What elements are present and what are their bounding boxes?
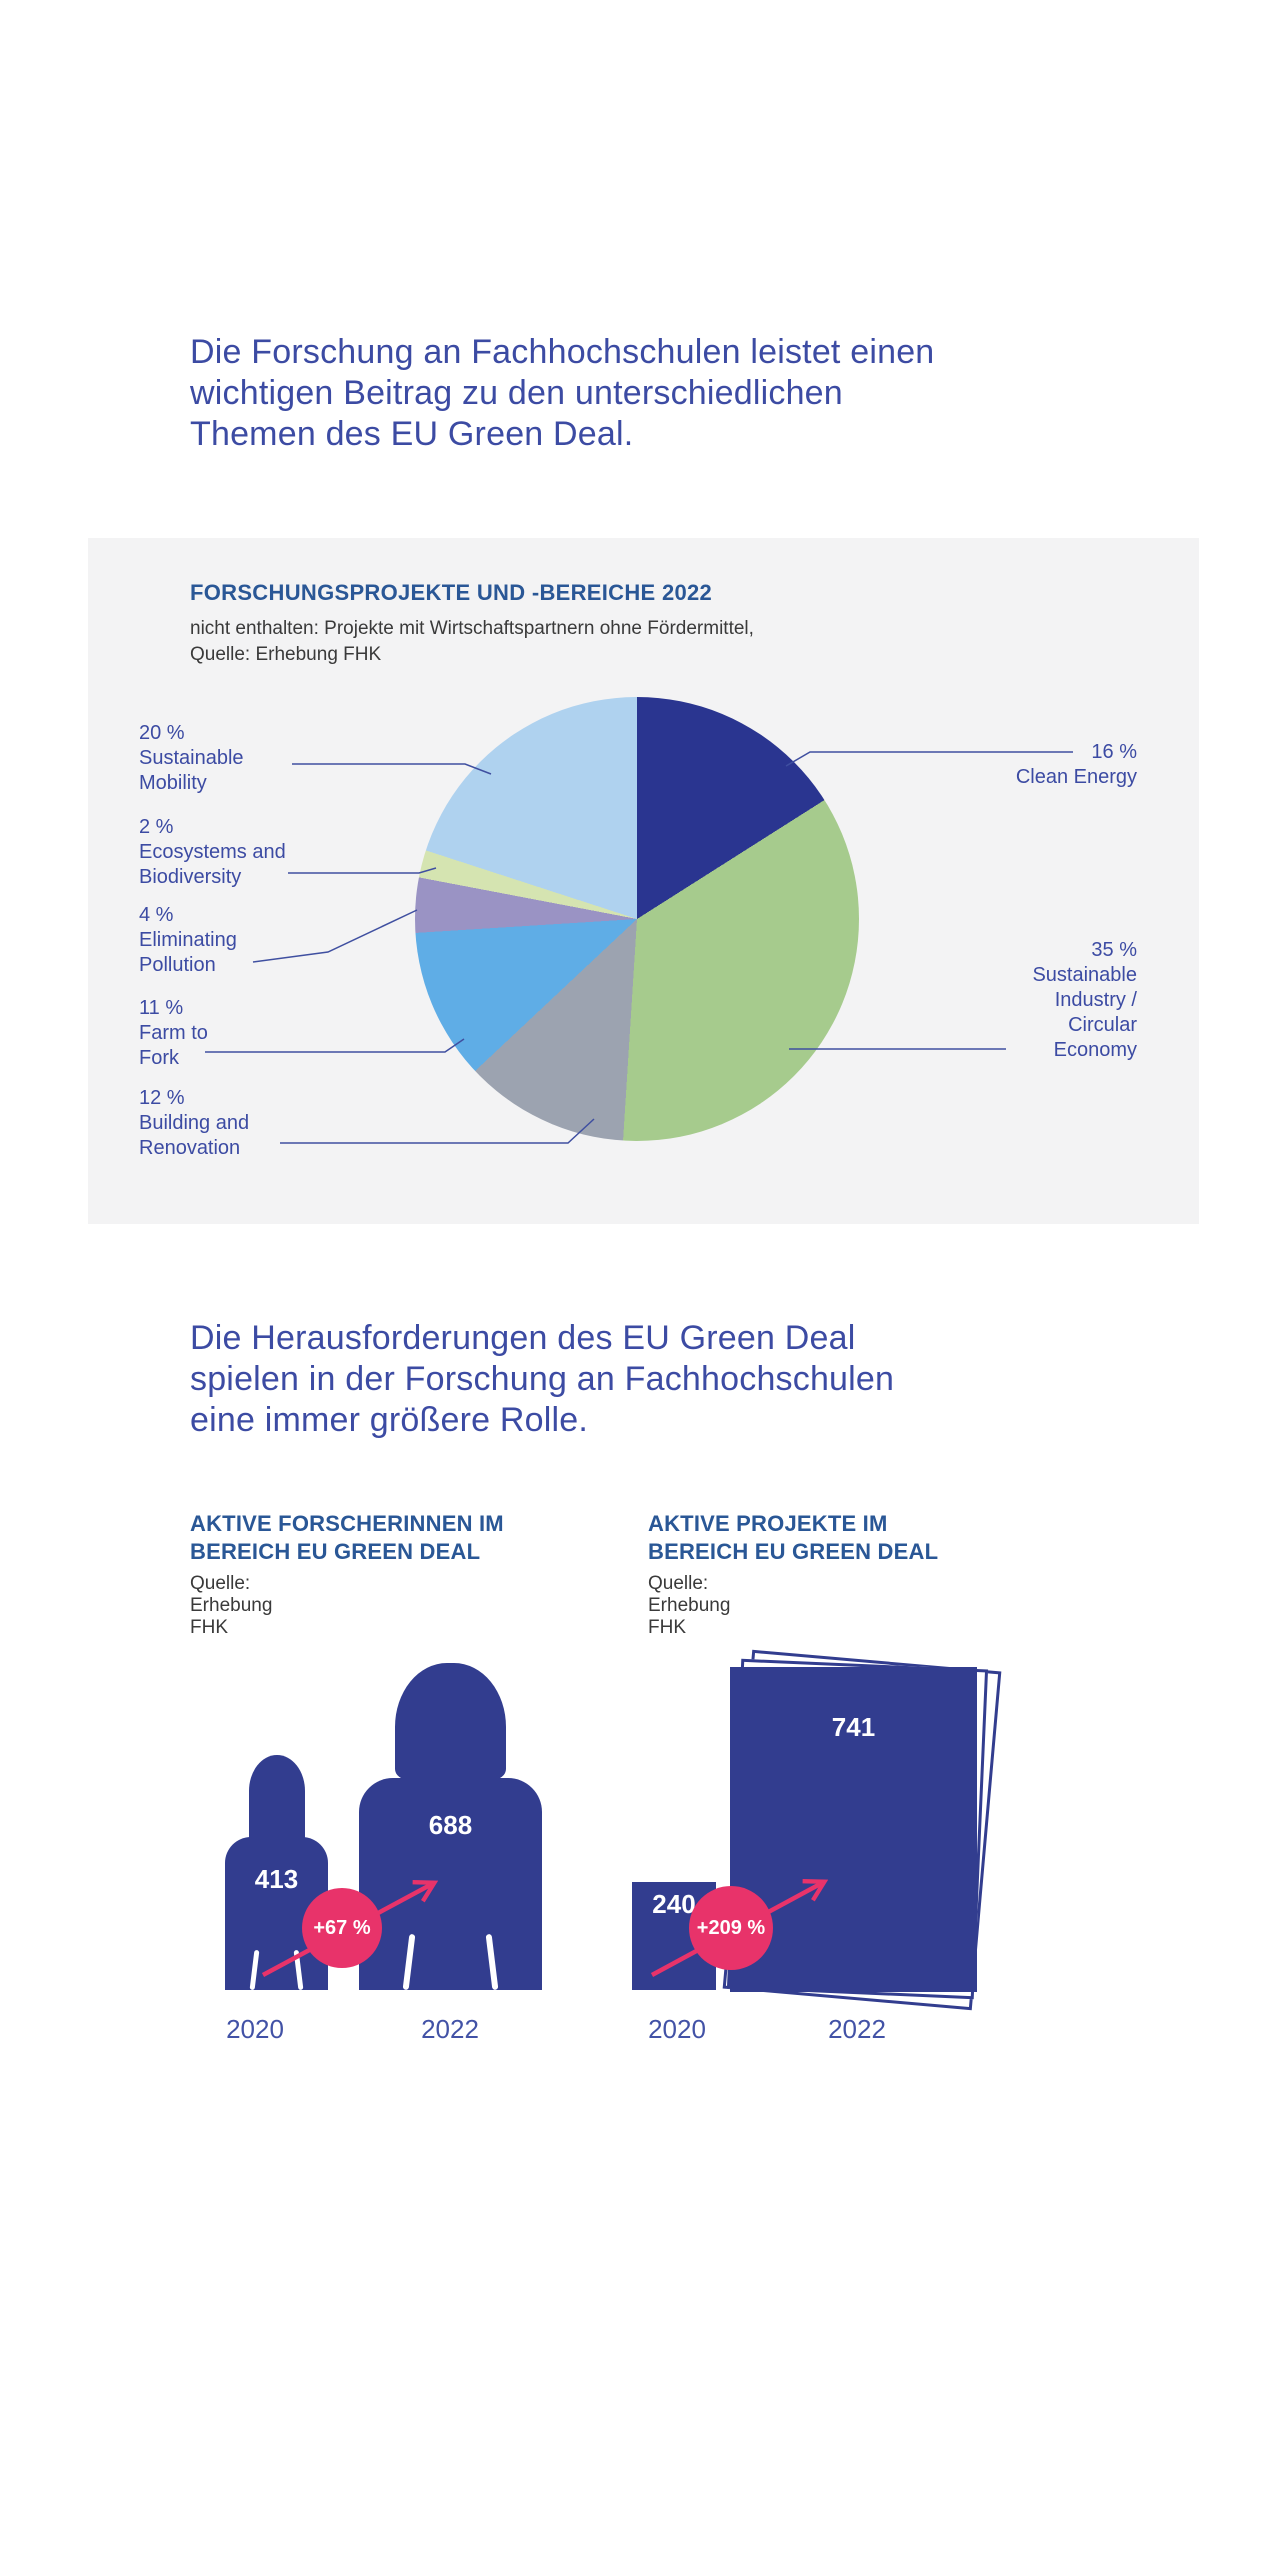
leader-farm-to-fork (205, 1038, 465, 1053)
year-label-2020: 2020 (648, 2014, 706, 2044)
leader-sustainable-mobility (292, 763, 492, 775)
pie-label-sustainable-industry: 35 % Sustainable Industry / Circular Eco… (1032, 939, 1137, 1061)
pie-label-building-renovation: 12 % Building and Renovation (139, 1087, 250, 1159)
researchers-value-2022: 688 (428, 1810, 473, 1840)
intro-heading: Die Forschung an Fachhochschulen leistet… (190, 333, 935, 453)
projects-title: AKTIVE PROJEKTE IM BEREICH EU GREEN DEAL (648, 1511, 939, 1564)
pie-label-farm-to-fork: 11 % Farm to Fork (139, 997, 208, 1069)
pie-label-clean-energy: 16 % Clean Energy (1015, 741, 1137, 788)
leader-eliminating-pollution (252, 909, 418, 963)
researchers-value-2020: 413 (254, 1864, 299, 1894)
pie-label-eliminating-pollution: 4 % Eliminating Pollution (139, 904, 237, 976)
pie-label-ecosystems: 2 % Ecosystems and Biodiversity (139, 816, 286, 888)
panel-note: nicht enthalten: Projekte mit Wirtschaft… (190, 618, 754, 665)
pie-label-sustainable-mobility: 20 % Sustainable Mobility (139, 722, 244, 794)
leader-clean-energy (785, 751, 1073, 767)
projects-value-2020: 240 (652, 1889, 696, 1919)
panel-title: FORSCHUNGSPROJEKTE UND -BEREICHE 2022 (190, 580, 713, 605)
projects-value-2022: 741 (831, 1712, 876, 1742)
year-label-2022: 2022 (828, 2014, 886, 2044)
projects-source: Quelle: Erhebung FHK (648, 1573, 731, 1638)
growth-heading: Die Herausforderungen des EU Green Deal … (190, 1319, 895, 1439)
leader-ecosystems (288, 867, 437, 874)
leader-lines (205, 751, 1073, 1144)
year-label-2022: 2022 (421, 2014, 479, 2044)
year-label-2020: 2020 (226, 2014, 284, 2044)
growth-badge-researchers: +67 % (302, 1888, 382, 1968)
research-projects-panel: FORSCHUNGSPROJEKTE UND -BEREICHE 2022 ni… (88, 538, 1199, 1224)
leader-building-renovation (280, 1118, 595, 1144)
female-figure-2022-icon (359, 1663, 542, 1991)
researchers-title: AKTIVE FORSCHERINNEN IM BEREICH EU GREEN… (190, 1511, 504, 1564)
growth-badge-projects: +209 % (689, 1886, 773, 1970)
pie-chart (415, 697, 859, 1141)
researchers-source: Quelle: Erhebung FHK (190, 1573, 273, 1638)
